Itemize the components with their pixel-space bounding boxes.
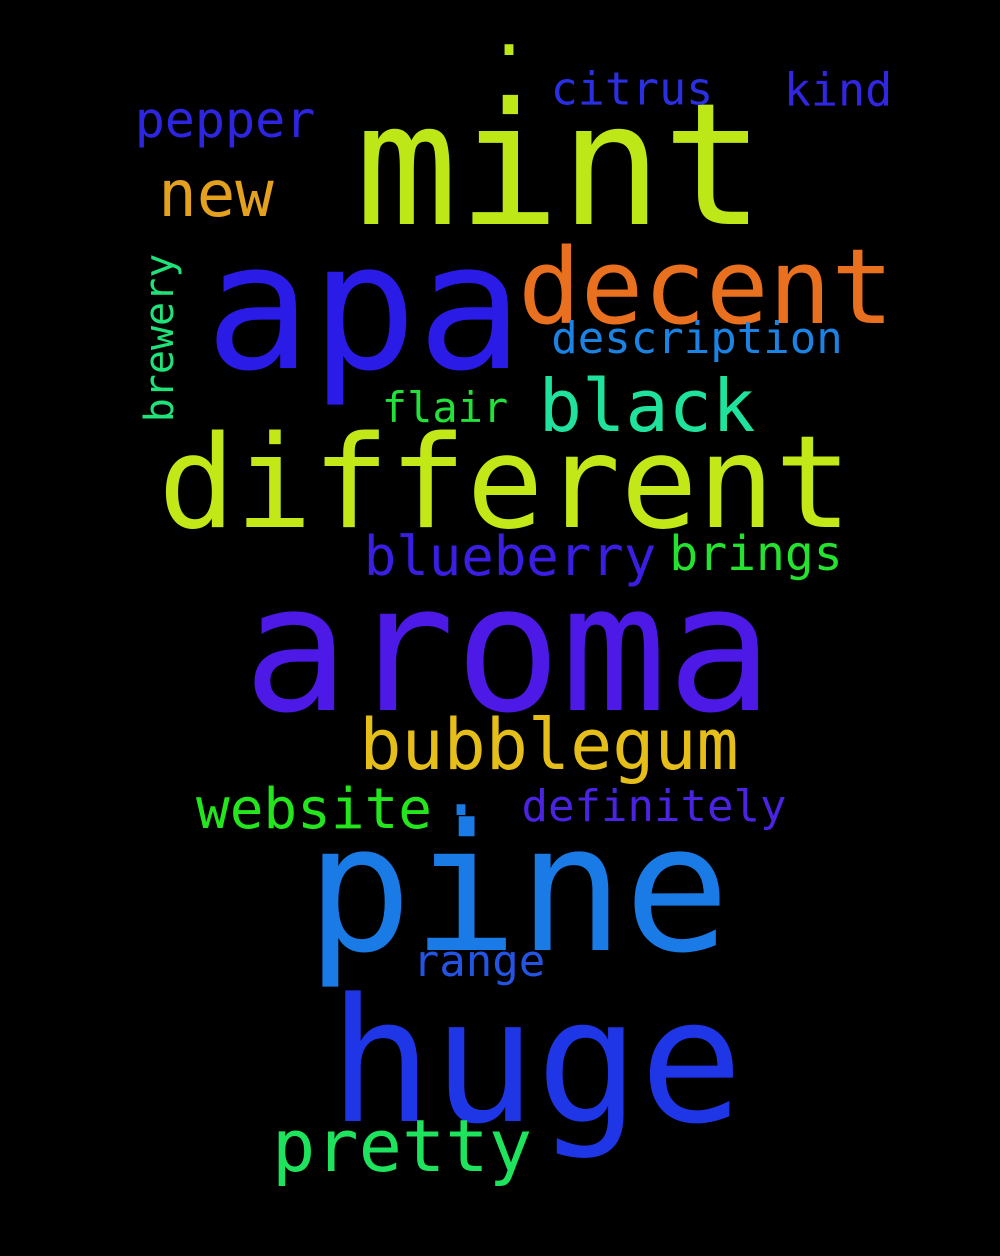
word-mint: mint — [355, 67, 765, 265]
word-different: different — [158, 409, 852, 558]
word-huge: huge — [328, 961, 744, 1162]
word-pepper: pepper — [134, 91, 316, 149]
word-description: description — [551, 313, 843, 364]
word-brings: brings — [669, 526, 843, 582]
word-decent: decent — [518, 226, 894, 348]
word-kind: kind — [783, 63, 893, 117]
word-pine: pine — [306, 787, 730, 992]
word-brewery: brewery — [137, 253, 183, 423]
word-website: website — [195, 777, 433, 842]
word-new: new — [158, 158, 274, 232]
word-black: black — [538, 364, 756, 448]
word-bubblegum: bubblegum — [359, 704, 739, 786]
word-blueberry: blueberry — [363, 525, 657, 588]
word-pretty: pretty — [271, 1104, 533, 1188]
word-aroma: aroma — [243, 547, 773, 752]
word-range: range — [412, 936, 546, 987]
word-citrus: citrus — [550, 62, 714, 116]
word-definitely: definitely — [521, 781, 787, 832]
word-dot-2: . — [439, 748, 483, 832]
word-apa: apa — [205, 205, 523, 410]
word-flair: flair — [381, 383, 509, 432]
word-dot-1: . — [487, 0, 531, 72]
